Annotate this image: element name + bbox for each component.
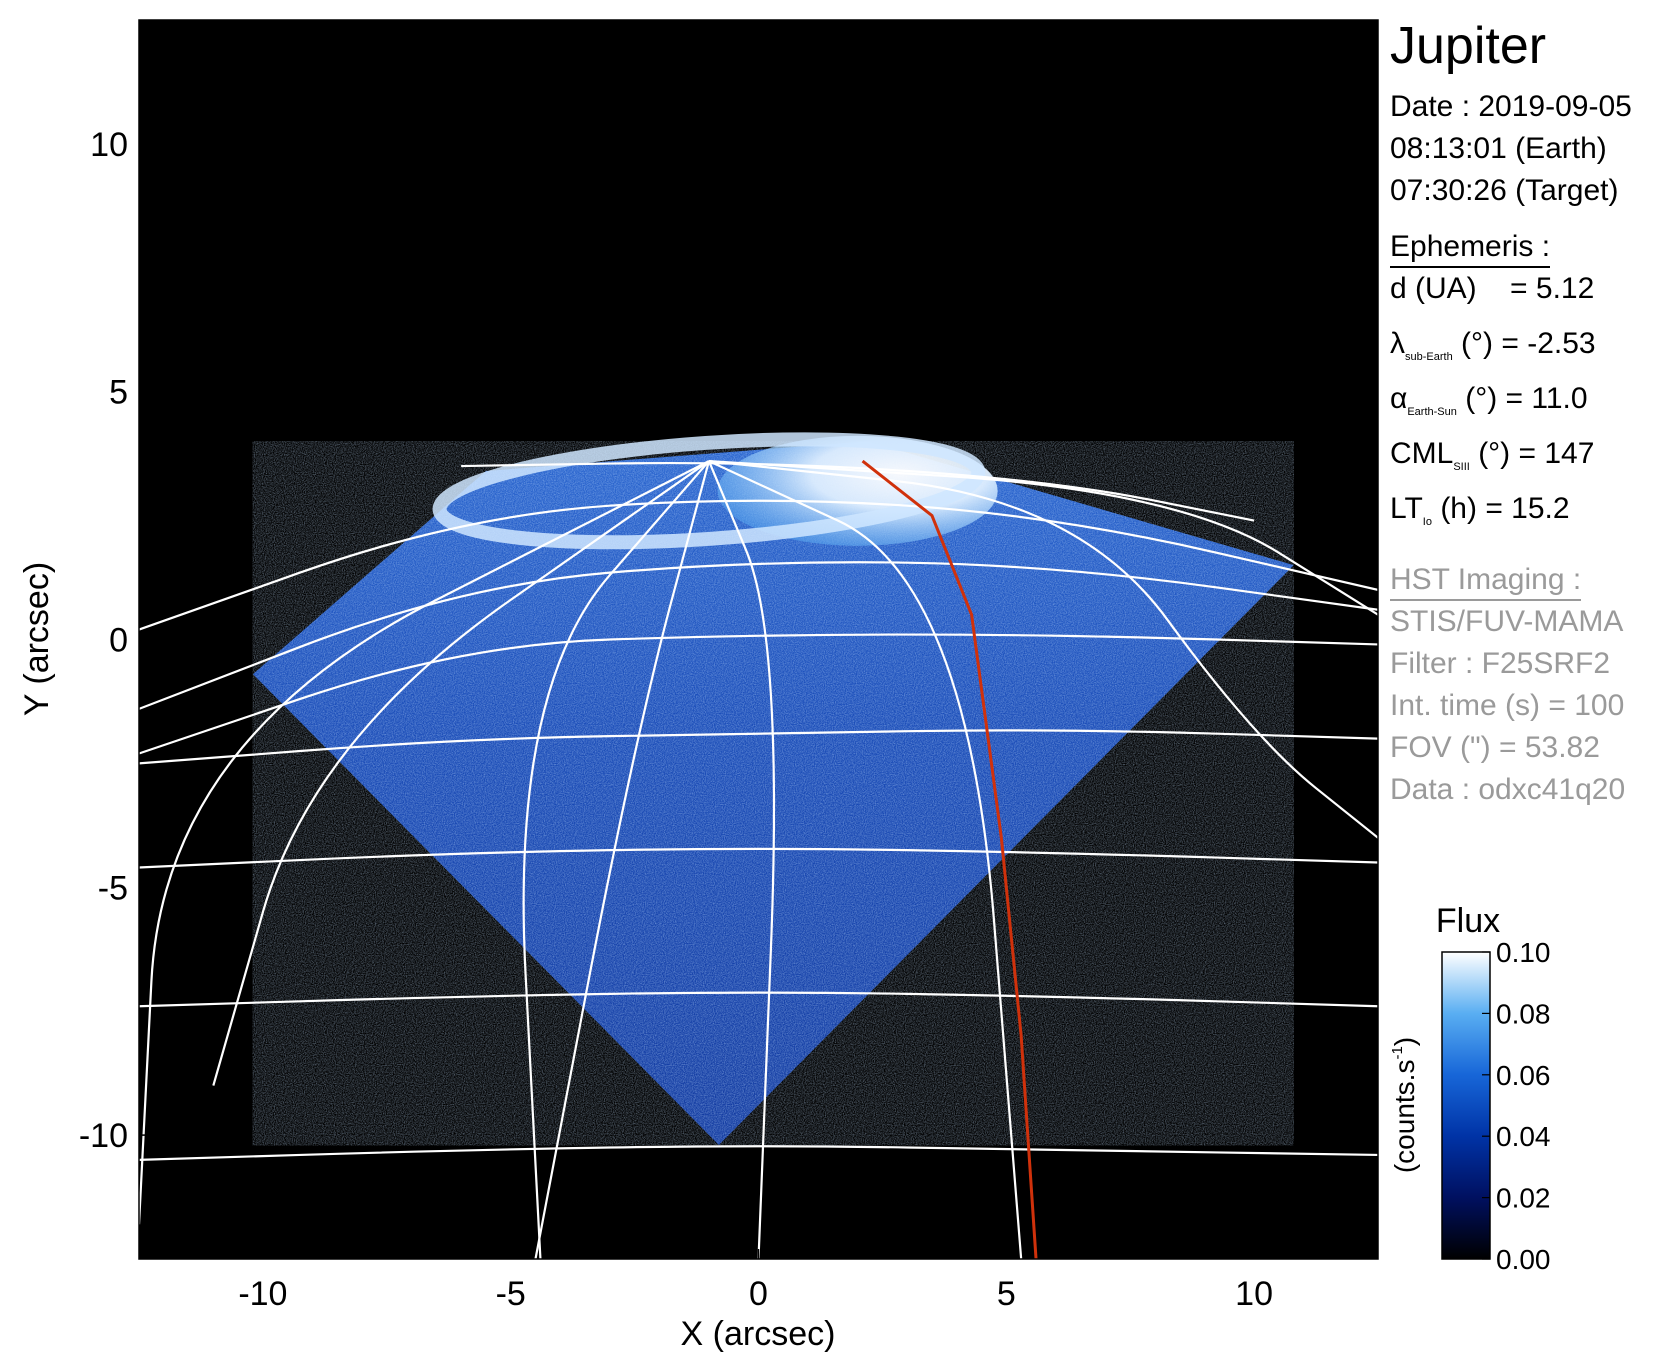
colorbar-tick-label: 0.10 [1496, 937, 1551, 968]
hst-fov: FOV (") = 53.82 [1390, 731, 1600, 764]
aurora-oval [432, 432, 986, 550]
grid-longitude-line [212, 460, 710, 1086]
ephemeris-sub: sub-Earth [1405, 351, 1453, 363]
colorbar-tick-label: 0.06 [1496, 1060, 1551, 1091]
x-tick-label: -10 [238, 1275, 287, 1313]
lat-lon-grid [139, 459, 1378, 1259]
ephemeris-row: d (UA) = 5.12 [1390, 268, 1676, 323]
hst-filter: Filter : F25SRF2 [1390, 647, 1611, 680]
ephemeris-row: LTIo (h) = 15.2 [1390, 488, 1676, 543]
x-tick-label: 0 [749, 1275, 768, 1313]
y-axis-label: Y (arcsec) [18, 562, 56, 716]
colorbar-label: (counts.s-1) [1389, 1037, 1420, 1173]
colorbar-title: Flux [1436, 902, 1500, 940]
colorbar-tick-label: 0.08 [1496, 998, 1551, 1029]
date-block: Date : 2019-09-05 08:13:01 (Earth) 07:30… [1390, 86, 1676, 212]
ephemeris-unit: (°) [1456, 382, 1498, 415]
ephemeris-value: = -2.53 [1501, 327, 1596, 360]
plot-area [139, 432, 1378, 1259]
hst-data-id: Data : odxc41q20 [1390, 773, 1626, 806]
hst-header: HST Imaging : [1390, 563, 1582, 601]
hst-block: HST Imaging : STIS/FUV-MAMA Filter : F25… [1390, 559, 1676, 811]
grid-latitude-line [139, 729, 1378, 765]
y-axis-ticks: 10 5 0 -5 -10 [79, 126, 149, 1155]
colorbar-label-end: ) [1389, 1037, 1420, 1046]
colorbar-ticks: 0.10 0.08 0.06 0.04 0.02 0.00 [1482, 937, 1551, 1275]
ephemeris-value: = 5.12 [1510, 272, 1595, 305]
ephemeris-name: d (UA) [1390, 272, 1477, 305]
grid-longitude-line [534, 460, 711, 1259]
grid-longitude-line [708, 460, 1023, 1259]
info-panel: Jupiter Date : 2019-09-05 08:13:01 (Eart… [1390, 16, 1676, 811]
y-tick-label: -10 [79, 1117, 128, 1155]
grid-latitude-line [139, 847, 1378, 869]
x-tick-label: 5 [997, 1275, 1016, 1313]
grid-longitude-line [708, 459, 1378, 616]
colorbar-tick-label: 0.04 [1496, 1121, 1551, 1152]
ephemeris-sub: Earth-Sun [1407, 406, 1457, 418]
colorbar-tick-label: 0.02 [1496, 1183, 1551, 1214]
ephemeris-sub: Io [1422, 516, 1432, 528]
ephemeris-unit: (°) [1469, 437, 1511, 470]
grid-latitude-line [139, 499, 1378, 631]
earth-time: 08:13:01 (Earth) [1390, 132, 1607, 165]
grid-longitude-line [522, 460, 710, 1259]
ephemeris-name: LT [1390, 492, 1423, 525]
red-curve [861, 459, 1038, 1259]
grid-latitude-line [139, 633, 1378, 755]
colorbar-label-main: (counts.s [1389, 1060, 1420, 1174]
colorbar-tick-label: 0.00 [1496, 1244, 1551, 1275]
y-tick-label: -5 [98, 869, 128, 907]
colorbar-label-sup: -1 [1389, 1046, 1406, 1059]
target-time: 07:30:26 (Target) [1390, 174, 1619, 207]
date-line: Date : 2019-09-05 [1390, 90, 1632, 123]
colorbar [1441, 951, 1491, 1260]
ephemeris-value: = 147 [1518, 437, 1595, 470]
ephemeris-unit: (°) [1452, 327, 1494, 360]
ephemeris-row: αEarth-Sun (°) = 11.0 [1390, 378, 1676, 433]
grid-latitude-line [461, 461, 1255, 522]
grid-longitude-line [708, 459, 1378, 839]
x-axis-ticks: -10 -5 0 5 10 [238, 1249, 1273, 1313]
y-tick-label: 5 [109, 374, 128, 412]
ephemeris-sub: SIII [1453, 461, 1470, 473]
ephemeris-row: λsub-Earth (°) = -2.53 [1390, 323, 1676, 378]
ephemeris-unit: (h) [1431, 492, 1477, 525]
grid-longitude-line [707, 460, 776, 1259]
ephemeris-name: CML [1390, 437, 1454, 470]
ephemeris-header: Ephemeris : [1390, 230, 1551, 268]
ephemeris-name: λ [1390, 327, 1405, 360]
x-tick-label: 10 [1235, 1275, 1273, 1313]
ephemeris-value: = 15.2 [1485, 492, 1570, 525]
ephemeris-value: = 11.0 [1505, 382, 1588, 415]
grid-longitude-line [139, 460, 710, 1225]
y-tick-label: 10 [90, 126, 128, 164]
ephemeris-block: Ephemeris : d (UA) = 5.12 λsub-Earth (°)… [1390, 226, 1676, 543]
panel-title: Jupiter [1390, 17, 1547, 75]
y-tick-label: 0 [109, 622, 128, 660]
x-tick-label: -5 [496, 1275, 526, 1313]
grid-latitude-line [139, 991, 1378, 1008]
hst-int-time: Int. time (s) = 100 [1390, 689, 1625, 722]
ephemeris-row: CMLSIII (°) = 147 [1390, 433, 1676, 488]
ephemeris-name: α [1390, 382, 1408, 415]
aurora-main-emission [717, 435, 998, 546]
grid-latitude-line [139, 1145, 1378, 1161]
x-axis-label: X (arcsec) [681, 1315, 836, 1353]
hst-instrument: STIS/FUV-MAMA [1390, 605, 1624, 638]
